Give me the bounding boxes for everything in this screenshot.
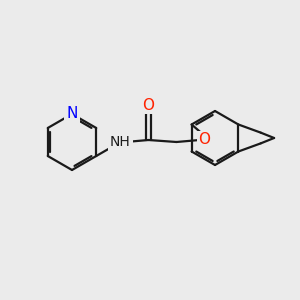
Text: O: O [199,133,211,148]
Text: O: O [142,98,154,112]
Text: N: N [66,106,78,122]
Text: NH: NH [110,135,131,149]
